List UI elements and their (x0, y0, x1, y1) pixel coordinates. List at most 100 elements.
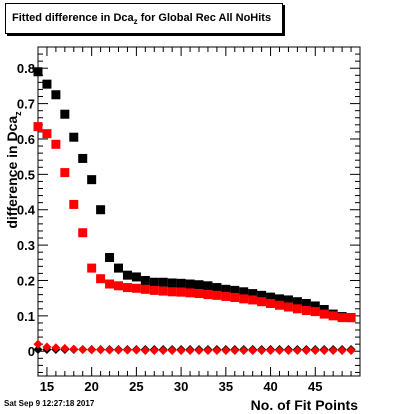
title-subscript: z (133, 17, 138, 27)
y-tick-label: 0.1 (17, 309, 35, 324)
data-point (122, 283, 132, 293)
data-point (346, 346, 356, 356)
data-point (194, 346, 204, 356)
data-point (140, 275, 150, 285)
data-point (167, 287, 177, 297)
data-point (266, 346, 276, 356)
data-point (266, 292, 276, 302)
data-point (221, 284, 231, 294)
data-point (328, 346, 338, 356)
data-point (203, 290, 213, 300)
data-point (149, 285, 159, 295)
y-tick-label: 0.8 (17, 61, 35, 76)
data-point (275, 346, 284, 356)
data-point (158, 346, 168, 356)
x-tick-label: 35 (219, 379, 233, 394)
data-point (131, 272, 141, 282)
data-point (346, 313, 356, 323)
data-point (96, 274, 106, 284)
data-point (131, 283, 141, 293)
data-point (96, 205, 106, 215)
data-point (149, 346, 159, 356)
data-point (122, 345, 132, 355)
chart-title: Fitted difference in Dcaz for Global Rec… (5, 3, 283, 34)
data-point (292, 346, 302, 356)
data-point (230, 285, 240, 295)
data-point (275, 294, 284, 304)
x-tick-label: 40 (263, 379, 277, 394)
data-point (69, 132, 79, 142)
y-tick-label: 0.3 (17, 238, 35, 253)
data-point (248, 289, 258, 299)
data-point (51, 343, 61, 353)
data-point (319, 346, 329, 356)
data-point (78, 153, 88, 163)
data-point (319, 309, 329, 319)
data-point (248, 346, 258, 356)
y-tick-label: 0.7 (17, 97, 35, 112)
data-point (60, 343, 70, 353)
data-point (310, 346, 320, 356)
data-point (310, 301, 320, 311)
y-tick-label: 0 (28, 344, 35, 359)
data-markers (33, 67, 356, 356)
data-point (337, 313, 347, 323)
data-point (114, 263, 123, 273)
data-point (257, 290, 267, 300)
data-point (87, 263, 97, 273)
data-point (131, 345, 141, 355)
x-tick-label: 15 (40, 379, 54, 394)
data-point (176, 346, 186, 356)
data-point (33, 344, 43, 354)
x-tick-label: 25 (129, 379, 143, 394)
data-point (212, 346, 222, 356)
data-point (283, 346, 293, 356)
data-point (239, 287, 249, 297)
y-tick-label: 0.5 (17, 167, 35, 182)
x-tick-label: 20 (84, 379, 98, 394)
data-point (328, 311, 338, 321)
data-point (230, 292, 240, 302)
data-point (114, 281, 123, 291)
timestamp: Sat Sep 9 12:27:18 2017 (4, 399, 95, 408)
data-point (292, 297, 302, 307)
title-rest: for Global Rec All NoHits (137, 12, 272, 24)
data-point (176, 278, 186, 288)
data-point (42, 129, 52, 139)
data-point (158, 277, 168, 287)
data-point (87, 175, 97, 185)
data-point (140, 346, 150, 356)
data-point (167, 278, 177, 288)
data-point (33, 67, 43, 77)
data-point (69, 344, 79, 354)
data-point (105, 279, 115, 289)
x-tick-label: 45 (308, 379, 322, 394)
data-point (239, 294, 249, 304)
x-tick-labels: 15 20 25 30 35 40 45 (40, 379, 323, 394)
data-point (248, 295, 258, 305)
data-point (185, 279, 195, 289)
data-point (158, 286, 168, 296)
data-point (257, 297, 267, 307)
data-point (283, 302, 293, 312)
data-point (60, 109, 70, 119)
data-point (149, 277, 159, 287)
data-point (239, 346, 249, 356)
data-point (221, 291, 231, 301)
data-point (105, 345, 115, 355)
data-point (42, 79, 52, 89)
data-point (301, 298, 311, 308)
data-point (310, 307, 320, 317)
data-point (78, 344, 88, 354)
data-point (194, 289, 204, 299)
data-point (42, 342, 52, 352)
data-point (33, 122, 43, 132)
data-point (203, 281, 213, 291)
data-point (114, 345, 123, 355)
data-point (337, 346, 347, 356)
y-tick-labels: 0 0.1 0.2 0.3 0.4 0.5 0.6 0.7 0.8 (17, 61, 36, 359)
data-point (51, 139, 61, 149)
data-point (203, 346, 213, 356)
data-point (51, 90, 61, 100)
